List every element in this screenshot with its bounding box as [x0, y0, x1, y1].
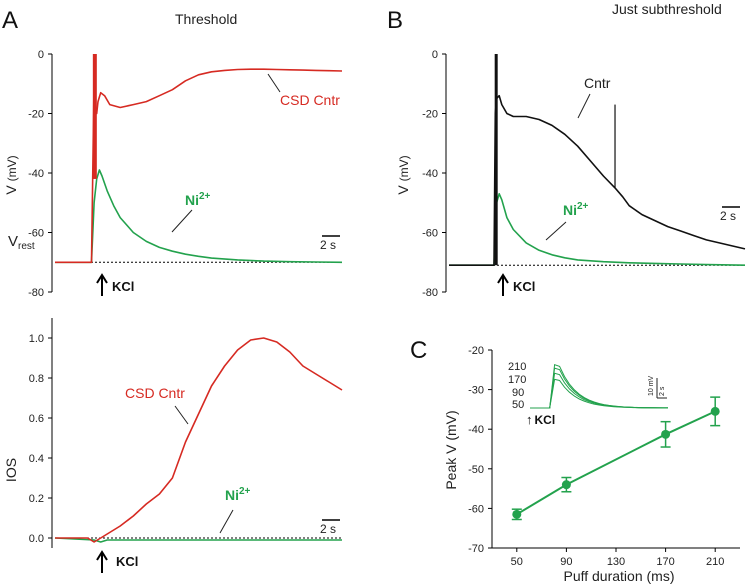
panel-c-point: [512, 509, 522, 519]
panel-c-ytick-label: -60: [468, 503, 484, 515]
panel-b-cntr-pointer: [577, 93, 591, 119]
panel-b-trace-ni: [449, 193, 746, 267]
panel-b-ytick-label: -20: [422, 109, 438, 121]
panel-ios-ytick-label: 1.0: [29, 333, 44, 345]
panel-b-ytick-label: 0: [432, 49, 438, 61]
panel-c-ytick-label: -50: [468, 464, 484, 476]
panel-b-scalebar-label: 2 s: [720, 209, 736, 223]
panel-a-trace-csd: [55, 68, 343, 264]
panel-a-ytick-label: 0: [38, 49, 44, 61]
panel-a-stim-arrow: [96, 273, 108, 296]
panel-b-spike-burst: [494, 54, 498, 266]
panel-a-top: 0-20-40-60-80 V(mV) CSD Cntr Ni2+ Vrest …: [3, 49, 343, 299]
panel-c-ylabel: Peak V (mV): [443, 410, 459, 489]
inset-label-50: 50: [512, 399, 524, 411]
inset-trace: [530, 378, 668, 409]
panel-a-vrest-label: Vrest: [8, 233, 35, 252]
panel-c-ytick-label: -70: [468, 543, 484, 555]
inset-stim-label: ↑ KCl: [526, 412, 555, 427]
panel-c-inset: 210 170 90 50 10 mV 2 s ↑ KCl: [508, 361, 668, 427]
panel-ios-trace-ni: [54, 537, 342, 543]
panel-a-ni-pointer: [171, 209, 193, 233]
panel-b: 0 -20 -40 -60 -80 V(mV) Cntr Ni2+ 2 s KCl: [395, 49, 746, 299]
panel-b-ylabel: V(mV): [395, 155, 411, 194]
panel-ios-csd-pointer: [174, 405, 189, 425]
panel-ios-ylabel: IOS: [3, 458, 19, 482]
inset-scale-t-label: 2 s: [659, 386, 666, 396]
panel-a-bottom: 1.0 0.8 0.6 0.4 0.2 0.0 IOS CSD Cntr Ni2+ 2 s…: [3, 318, 343, 573]
panel-c-xtick-label: 90: [560, 556, 572, 568]
panel-c-xtick-label: 210: [706, 556, 724, 568]
panel-a-csd-label: CSD Cntr: [280, 92, 340, 108]
panel-letter-b: B: [387, 7, 403, 34]
inset-label-90: 90: [512, 387, 524, 399]
panel-a-title: Threshold: [175, 11, 237, 27]
panel-a-scalebar-label: 2 s: [320, 238, 336, 252]
panel-ios-csd-label: CSD Cntr: [125, 385, 185, 401]
panel-c-xlabel: Puff duration (ms): [563, 568, 674, 584]
panel-ios-ytick-label: 0.0: [29, 533, 44, 545]
panel-b-stim-arrow: [497, 273, 509, 296]
panel-c-fit-line: [516, 410, 716, 516]
panel-a-ytick-label: -20: [28, 109, 44, 121]
panel-b-trace-cntr: [449, 94, 746, 267]
panel-letter-a: A: [2, 7, 18, 34]
panel-ios-ni-label: Ni2+: [225, 486, 251, 503]
panel-c-point: [561, 480, 571, 490]
panel-c-ytick-label: -20: [468, 345, 484, 357]
panel-c-point: [710, 406, 720, 416]
panel-b-ni-label: Ni2+: [563, 201, 589, 218]
panel-c-xtick-label: 50: [511, 556, 523, 568]
inset-scale-v-label: 10 mV: [648, 375, 655, 396]
panel-a-ytick-label: -80: [28, 287, 44, 299]
panel-ios-ytick-label: 0.8: [29, 373, 44, 385]
panel-a-ytick-label: -40: [28, 168, 44, 180]
panel-a-csd-pointer: [267, 73, 281, 93]
panel-c-ytick-label: -40: [468, 424, 484, 436]
panel-c-ytick-label: -30: [468, 385, 484, 397]
panel-ios-scalebar-label: 2 s: [320, 522, 336, 536]
panel-b-ni-pointer: [545, 221, 567, 241]
panel-c-point: [661, 429, 671, 439]
panel-c-xtick-label: 170: [656, 556, 674, 568]
panel-a-ni-label: Ni2+: [185, 191, 211, 208]
panel-b-ytick-label: -60: [422, 228, 438, 240]
inset-label-170: 170: [508, 374, 526, 386]
panel-a-stim-label: KCl: [112, 279, 134, 294]
panel-b-title: Just subthreshold: [612, 1, 722, 17]
panel-ios-ytick-label: 0.2: [29, 493, 44, 505]
panel-ios-trace-csd: [55, 337, 343, 543]
panel-letter-c: C: [410, 337, 427, 364]
panel-a-spike-burst: [92, 54, 97, 179]
panel-a-ylabel: V(mV): [3, 155, 19, 194]
panel-a-ytick-label: -60: [28, 228, 44, 240]
panel-ios-ni-pointer: [219, 509, 234, 534]
panel-ios-stim-arrow: [96, 550, 108, 573]
panel-b-ytick-label: -40: [422, 168, 438, 180]
panel-ios-ytick-label: 0.6: [29, 413, 44, 425]
panel-c-xtick-label: 130: [607, 556, 625, 568]
panel-b-ytick-label: -80: [422, 287, 438, 299]
panel-ios-stim-label: KCl: [116, 554, 138, 569]
panel-a-trace-ni: [55, 169, 343, 264]
panel-b-cntr-label: Cntr: [584, 75, 611, 91]
panel-ios-ytick-label: 0.4: [29, 453, 44, 465]
inset-label-210: 210: [508, 361, 526, 373]
panel-b-stim-label: KCl: [513, 279, 535, 294]
